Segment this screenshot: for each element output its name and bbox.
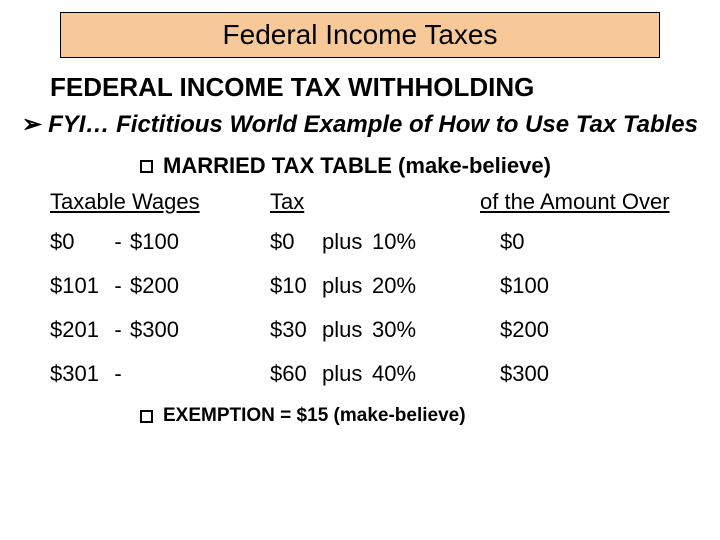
exemption-text: EXEMPTION = $15 (make-believe)	[163, 405, 466, 427]
exemption-line: EXEMPTION = $15 (make-believe)	[140, 405, 700, 427]
table-row: $0 - $100 $0 plus 10% $0	[50, 229, 710, 255]
arrow-icon: ➢	[22, 111, 42, 139]
fyi-text: FYI… Fictitious World Example of How to …	[48, 111, 698, 139]
cell-low: $101	[50, 273, 106, 299]
cell-dash: -	[106, 229, 130, 255]
table-row: $301 - $60 plus 40% $300	[50, 361, 710, 387]
box-bullet-icon	[140, 410, 153, 423]
cell-high: $300	[130, 317, 210, 343]
cell-high	[130, 361, 210, 387]
cell-low: $201	[50, 317, 106, 343]
title-banner: Federal Income Taxes	[60, 12, 660, 58]
cell-base: $60	[270, 361, 322, 387]
cell-dash: -	[106, 317, 130, 343]
cell-base: $0	[270, 229, 322, 255]
box-bullet-icon	[140, 160, 153, 173]
cell-dash: -	[106, 361, 130, 387]
cell-plus: plus	[322, 361, 372, 387]
cell-over: $300	[500, 361, 620, 387]
cell-rate: 20%	[372, 273, 432, 299]
cell-low: $301	[50, 361, 106, 387]
fyi-bullet-line: ➢ FYI… Fictitious World Example of How t…	[22, 111, 700, 139]
cell-plus: plus	[322, 229, 372, 255]
cell-rate: 30%	[372, 317, 432, 343]
cell-base: $10	[270, 273, 322, 299]
cell-plus: plus	[322, 273, 372, 299]
col-taxable-wages: Taxable Wages	[50, 189, 270, 215]
cell-base: $30	[270, 317, 322, 343]
col-amount-over: of the Amount Over	[480, 189, 710, 215]
cell-high: $100	[130, 229, 210, 255]
cell-over: $0	[500, 229, 620, 255]
cell-rate: 10%	[372, 229, 432, 255]
cell-high: $200	[130, 273, 210, 299]
table-heading-text: MARRIED TAX TABLE (make-believe)	[163, 153, 551, 179]
cell-plus: plus	[322, 317, 372, 343]
cell-dash: -	[106, 273, 130, 299]
cell-low: $0	[50, 229, 106, 255]
cell-rate: 40%	[372, 361, 432, 387]
cell-over: $100	[500, 273, 620, 299]
cell-over: $200	[500, 317, 620, 343]
tax-table: Taxable Wages Tax of the Amount Over $0 …	[50, 189, 710, 387]
page-subtitle: FEDERAL INCOME TAX WITHHOLDING	[50, 72, 700, 103]
table-row: $101 - $200 $10 plus 20% $100	[50, 273, 710, 299]
table-row: $201 - $300 $30 plus 30% $200	[50, 317, 710, 343]
tax-table-heading: MARRIED TAX TABLE (make-believe)	[140, 153, 700, 179]
table-header-row: Taxable Wages Tax of the Amount Over	[50, 189, 710, 215]
col-tax: Tax	[270, 189, 480, 215]
